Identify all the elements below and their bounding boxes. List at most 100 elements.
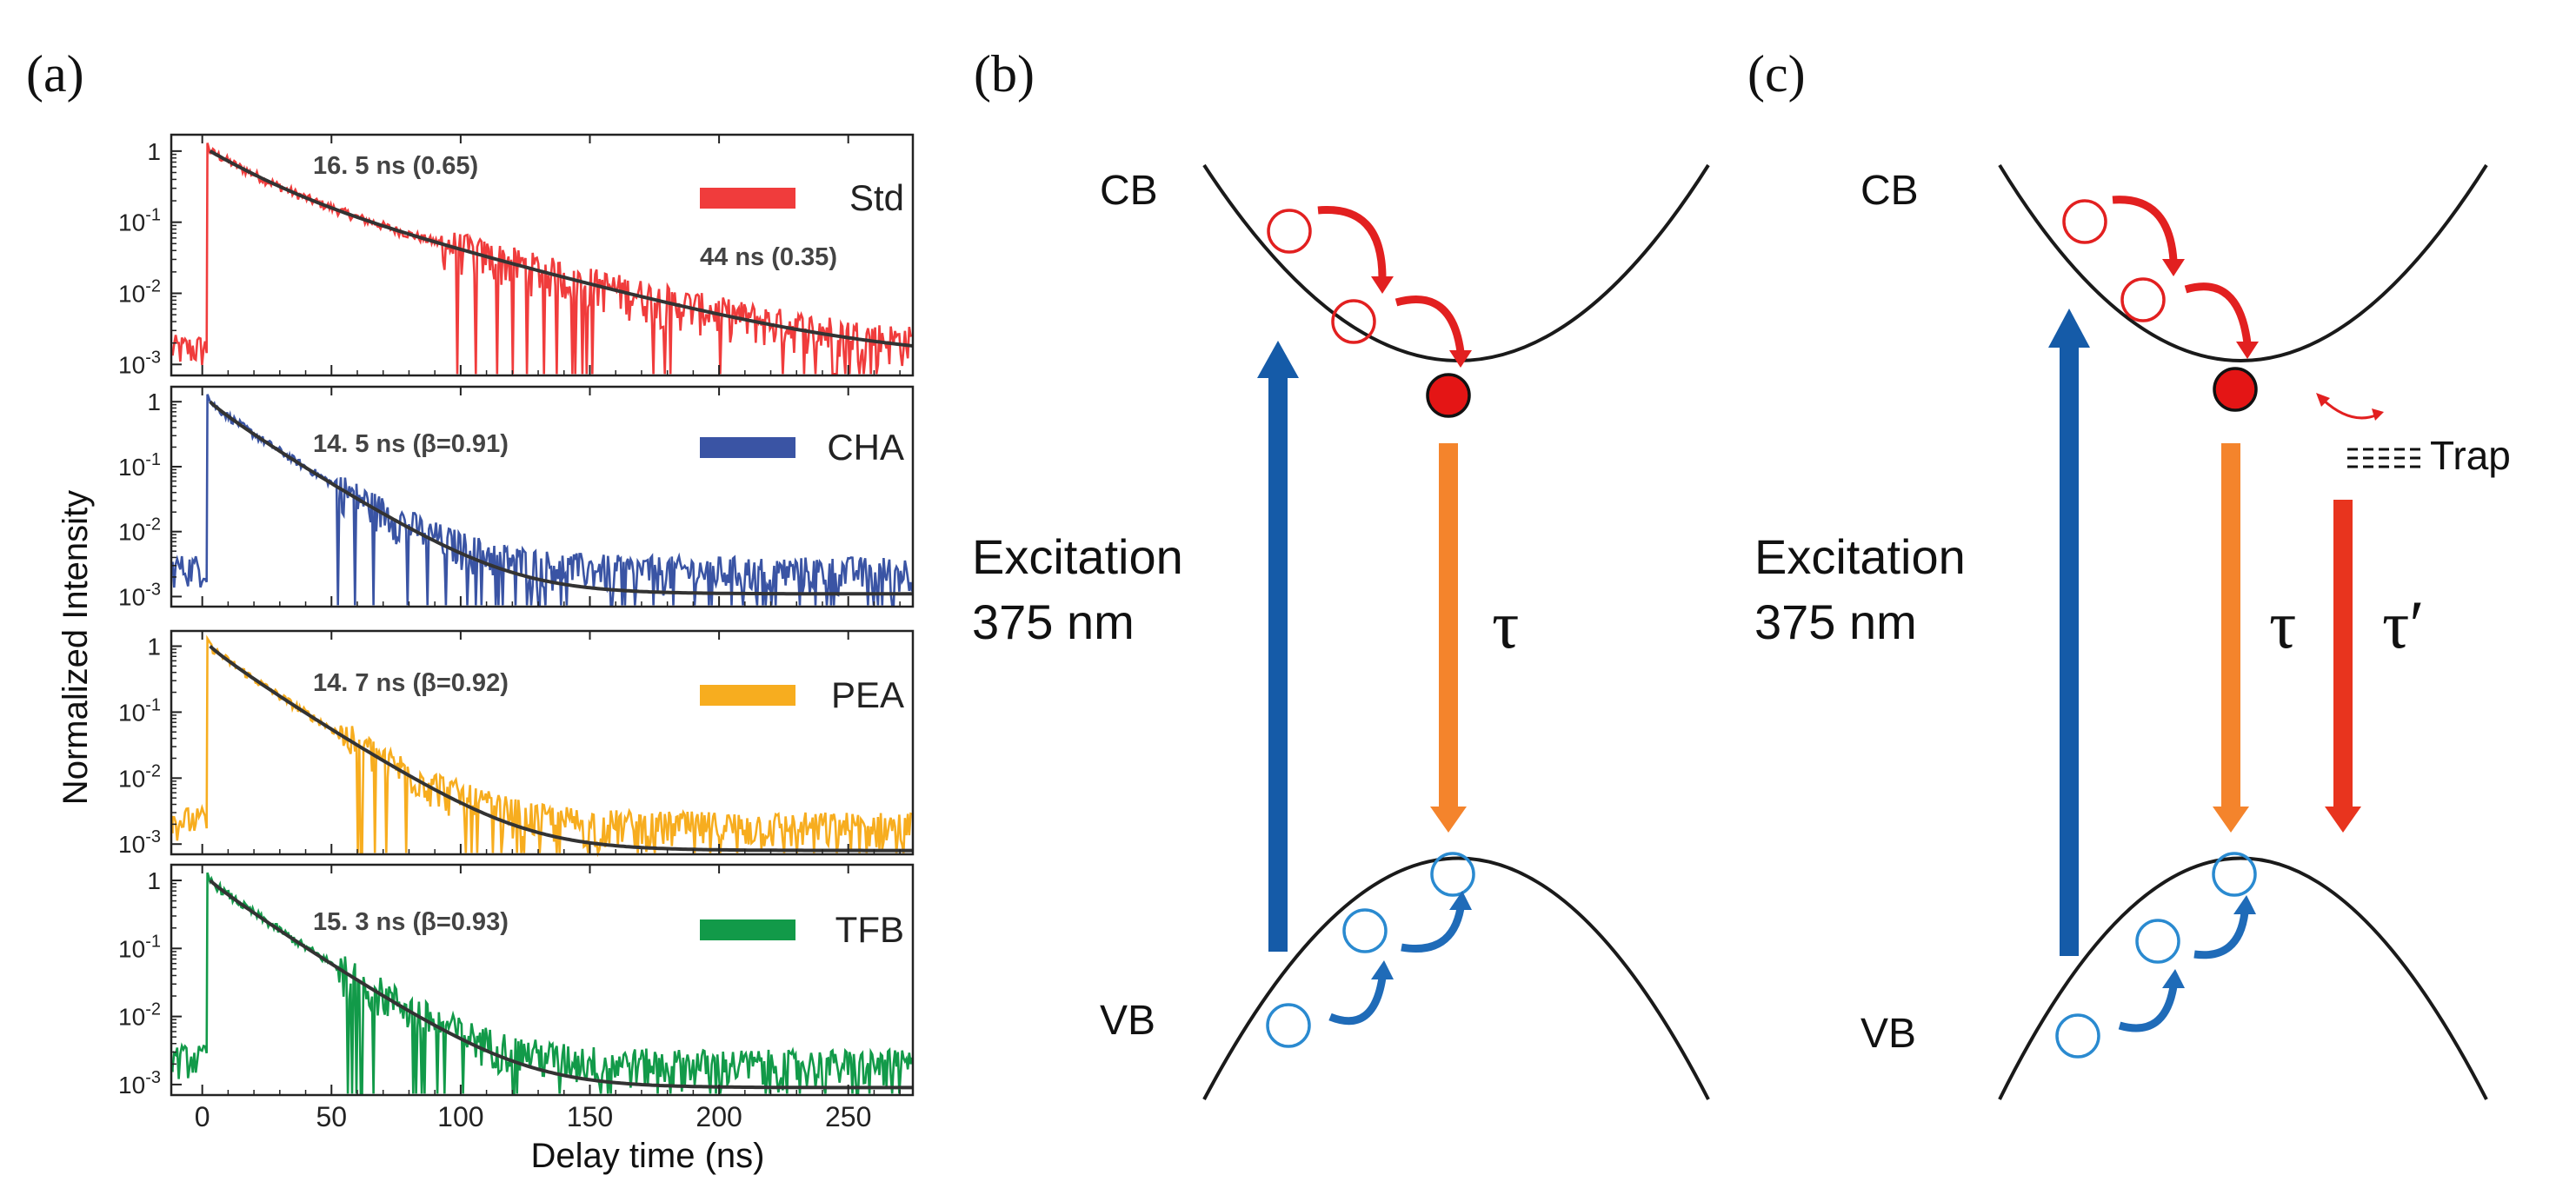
legend-label-tfb: TFB (835, 909, 904, 950)
band-diagram-c: CB VB Excitation 375 nm τ τ′ Trap (1754, 163, 2511, 1100)
hole-hot (1266, 1003, 1311, 1048)
band-diagram-b: CB VB Excitation 375 nm τ (972, 163, 1710, 1100)
hole-relaxation-arrow (1328, 977, 1387, 1026)
hole-relaxed (2212, 852, 2257, 897)
valence-band-curve (1998, 856, 2488, 1100)
cb-label: CB (1100, 168, 1158, 214)
legend-label-std: Std (849, 177, 904, 218)
subplot-frame (170, 863, 915, 1097)
y-tick-label: 10-1 (118, 932, 161, 962)
y-tick-label: 10-1 (118, 450, 161, 481)
electron-relaxed (2213, 367, 2258, 412)
vb-label: VB (1860, 1011, 1916, 1057)
y-tick-label: 10-3 (118, 1068, 161, 1099)
y-tick-label: 10-3 (118, 827, 161, 858)
y-tick-label: 10-1 (118, 695, 161, 726)
cb-label: CB (1860, 168, 1919, 214)
hole-relaxation-arrowhead (1371, 960, 1394, 979)
subplot-pea: 1 10-1 10-2 10-3 PEA 14. 7 ns (β=0.92) (118, 629, 915, 858)
lifetime-annotation-std: 16. 5 ns (0.65) (313, 152, 478, 180)
tau-label: τ (2269, 587, 2296, 662)
x-tick-label: 200 (696, 1101, 742, 1132)
excitation-label: Excitation (1754, 529, 1966, 584)
trapping-arrow (2321, 398, 2379, 420)
radiative-decay-arrowhead (1430, 807, 1467, 833)
lifetime-annotation-pea: 14. 7 ns (β=0.92) (313, 669, 509, 697)
data-trace-cha (171, 394, 914, 607)
wavelength-label: 375 nm (1754, 594, 1917, 649)
electron-relaxed (1426, 373, 1471, 418)
fit-line-std (209, 149, 914, 348)
excitation-arrowhead (2048, 309, 2090, 348)
trapping-arrowhead (2372, 408, 2384, 421)
hole-hot (2135, 919, 2180, 964)
subplot-cha: 1 10-1 10-2 10-3 CHA 14. 5 ns (β=0.91) (118, 385, 915, 610)
subplot-frame (170, 385, 915, 608)
x-tick-label: 150 (567, 1101, 613, 1132)
legend-swatch-std (700, 188, 795, 209)
relaxation-arrowhead (1371, 276, 1394, 294)
subplot-frame (170, 133, 915, 377)
legend-swatch-tfb (700, 919, 795, 940)
lifetime-annotation-cha: 14. 5 ns (β=0.91) (313, 430, 509, 458)
y-tick-label: 1 (147, 633, 161, 660)
x-tick-label: 0 (195, 1101, 210, 1132)
y-axis-label: Normalized Intensity (57, 490, 95, 805)
relaxation-arrowhead (2162, 259, 2185, 276)
trap-decay-arrowhead (2325, 807, 2361, 833)
x-axis-label: Delay time (ns) (531, 1137, 765, 1175)
hole-relaxation-arrow (2118, 986, 2178, 1032)
hole-relaxation-arrowhead (2162, 969, 2185, 988)
y-tick-label: 1 (147, 138, 161, 165)
panel-label-b: (b) (974, 45, 1035, 103)
subplot-std: 1 10-1 10-2 10-3 Std 16. 5 ns (0.65) 44 ns (0.… (118, 133, 915, 378)
x-tick-label: 50 (316, 1101, 347, 1132)
trap-decay-arrow (2333, 500, 2353, 808)
x-tick-label: 100 (437, 1101, 483, 1132)
lifetime-annotation-tfb: 15. 3 ns (β=0.93) (313, 908, 509, 936)
hole-hot (1342, 908, 1388, 953)
y-tick-label: 10-3 (118, 580, 161, 610)
legend-swatch-cha (700, 437, 795, 458)
electron-hot (2062, 199, 2107, 244)
y-tick-label: 10-3 (118, 348, 161, 378)
relaxation-arrow (2184, 282, 2252, 344)
radiative-decay-arrowhead (2213, 807, 2249, 833)
y-tick-label: 1 (147, 867, 161, 894)
hole-relaxed (1430, 852, 1475, 897)
fit-line-tfb (209, 879, 913, 1090)
hole-relaxation-arrowhead (2233, 895, 2256, 914)
y-tick-label: 10-2 (118, 277, 161, 308)
fit-line-pea (209, 645, 913, 853)
excitation-label: Excitation (972, 529, 1183, 584)
y-tick-label: 10-2 (118, 1000, 161, 1031)
legend-label-pea: PEA (831, 674, 904, 715)
excitation-arrowhead (1257, 341, 1299, 378)
trap-levels (2347, 448, 2426, 468)
y-tick-label: 10-1 (118, 206, 161, 236)
fit-line-cha (209, 400, 913, 596)
vb-label: VB (1100, 998, 1155, 1044)
lifetime-annotation-std: 44 ns (0.35) (700, 243, 837, 271)
panel-label-c: (c) (1747, 45, 1806, 103)
conduction-band-curve (1998, 163, 2488, 362)
hole-relaxation-arrowhead (1449, 891, 1472, 910)
trap-label: Trap (2430, 433, 2511, 478)
y-tick-label: 10-2 (118, 515, 161, 546)
wavelength-label: 375 nm (972, 594, 1135, 649)
data-trace-tfb (171, 872, 914, 1095)
decay-chart: 1 10-1 10-2 10-3 Std 16. 5 ns (0.65) 44 ns (0.… (118, 133, 915, 1132)
data-trace-pea (171, 634, 913, 858)
hole-relaxation-arrow (1401, 907, 1465, 953)
legend-swatch-pea (700, 685, 795, 706)
hole-hot (2055, 1013, 2100, 1059)
electron-hot (1267, 209, 1312, 254)
tau-prime-label: τ′ (2382, 587, 2424, 662)
relaxation-arrow (2112, 196, 2178, 262)
legend-label-cha: CHA (827, 427, 904, 468)
radiative-decay-arrow (2221, 443, 2240, 808)
subplot-tfb: 1 10-1 10-2 10-3 TFB 15. 3 ns (β=0.93) (118, 863, 915, 1099)
radiative-decay-arrow (1439, 443, 1458, 808)
relaxation-arrowhead (2236, 342, 2259, 359)
